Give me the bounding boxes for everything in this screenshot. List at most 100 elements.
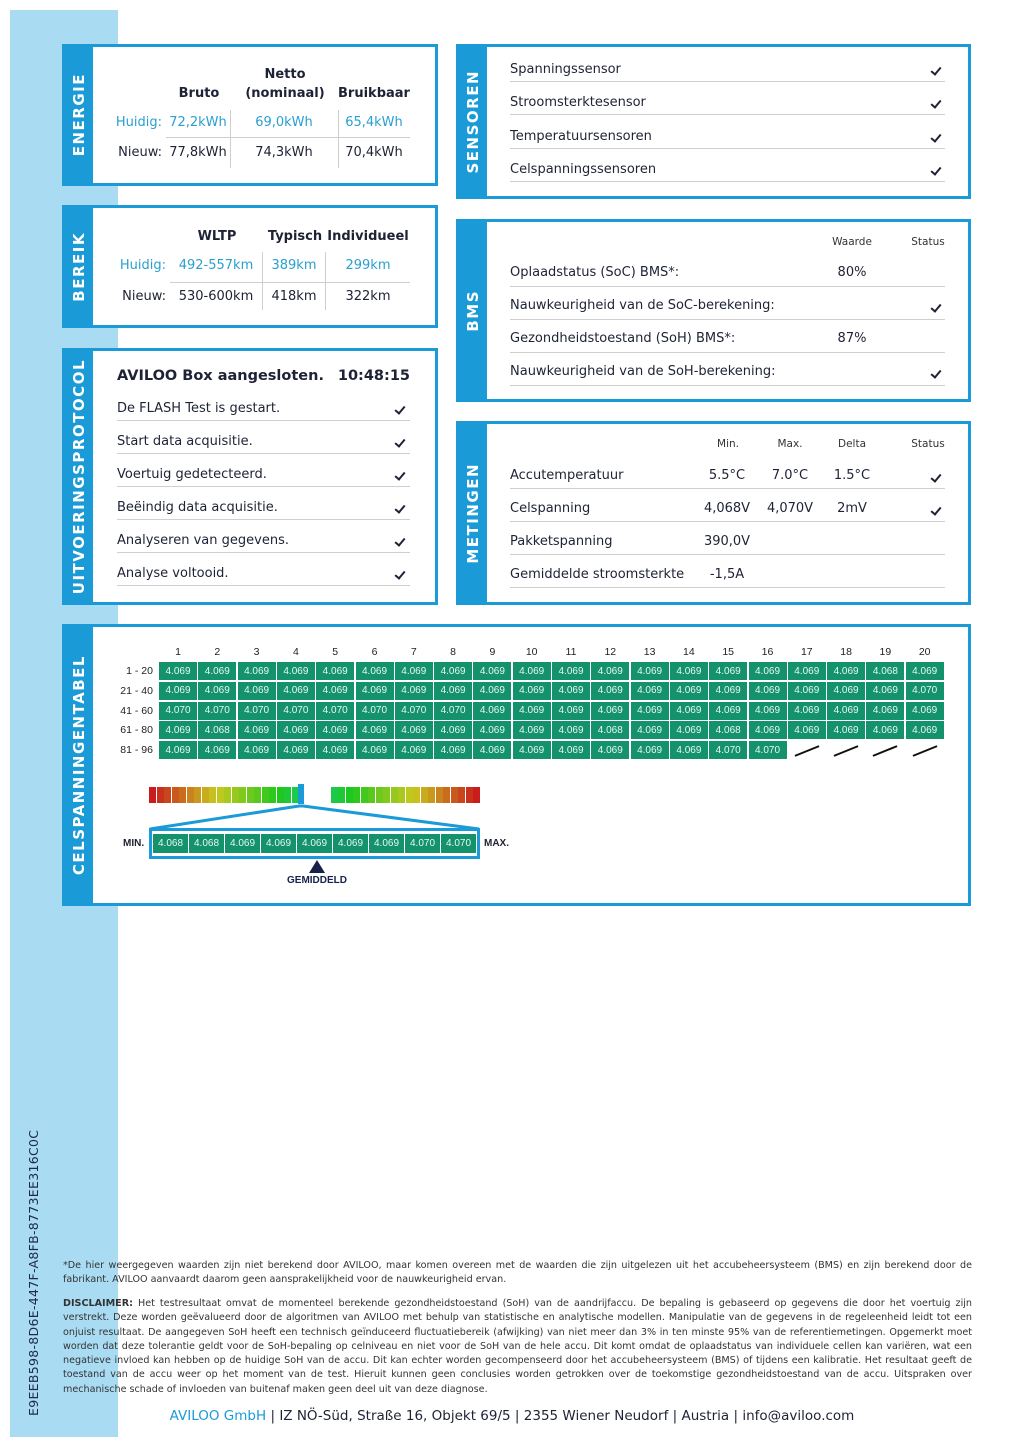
metingen-row-label: Gemiddelde stroomsterkte (510, 567, 685, 582)
footer-address: IZ NÖ-Süd, Straße 16, Objekt 69/5 (279, 1408, 511, 1424)
column-header: 11 (565, 646, 577, 658)
cell-voltage: 4.069 (591, 741, 630, 760)
sensor-label: Celspanningssensoren (510, 161, 657, 177)
sensoren-label: SENSOREN (459, 47, 487, 196)
gradient-segment (435, 787, 443, 803)
cell-voltage: 4.069 (237, 662, 276, 680)
energie-new-bruikbaar: 70,4kWh (345, 145, 403, 160)
gradient-segment (383, 787, 390, 803)
cell-voltage: 4.069 (473, 662, 512, 680)
bereik-current-wltp: 492-557km (178, 258, 254, 273)
distribution-cell: 4.070 (405, 834, 440, 853)
average-marker-icon (309, 860, 325, 873)
distribution-cell: 4.069 (225, 834, 260, 853)
separator: | (514, 1408, 520, 1424)
distribution-cell: 4.069 (297, 834, 332, 853)
gradient-segment (375, 787, 383, 803)
gradient-segment (171, 787, 179, 803)
metingen-row-label: Celspanning (510, 501, 591, 516)
cell-voltage: 4.069 (355, 721, 394, 740)
cell-voltage: 4.069 (630, 681, 669, 700)
gradient-segment (276, 787, 284, 803)
gradient-segment (473, 787, 480, 803)
cell-voltage: 4.069 (198, 741, 237, 760)
cell-voltage: 4.069 (866, 681, 905, 700)
bereik-header-typisch: Typisch (267, 229, 323, 244)
divider (338, 110, 339, 168)
cell-voltage: 4.068 (198, 721, 237, 740)
metingen-delta: 2mV (837, 501, 867, 516)
separator: | (733, 1408, 739, 1424)
protocol-time: 10:48:15 (337, 368, 410, 384)
energie-header-bruikbaar: Bruikbaar (338, 86, 410, 101)
protocol-step-label: Analyseren van gegevens. (117, 533, 289, 548)
cell-voltage: 4.069 (355, 662, 394, 680)
metingen-label: METINGEN (459, 424, 487, 602)
bereik-label: BEREIK (65, 208, 93, 325)
cell-voltage: 4.069 (552, 741, 590, 760)
cell-voltage: 4.069 (512, 701, 551, 720)
cell-voltage: 4.069 (591, 681, 630, 700)
energie-new-label: Nieuw: (118, 145, 162, 160)
column-header: 16 (761, 646, 774, 658)
energie-header-nominaal: (nominaal) (245, 86, 325, 101)
footer: AVILOO GmbH | IZ NÖ-Süd, Straße 16, Obje… (0, 1408, 1024, 1424)
cell-voltage: 4.069 (827, 721, 866, 740)
metingen-max: 4,070V (766, 501, 814, 516)
sensor-label: Temperatuursensoren (510, 128, 652, 144)
bms-row-value: 87% (837, 331, 867, 346)
disclaimer: DISCLAIMER: Het testresultaat omvat de m… (63, 1297, 972, 1397)
cell-voltage: 4.069 (434, 741, 473, 760)
disclaimer-label: DISCLAIMER: (63, 1298, 133, 1309)
cell-voltage: 4.069 (669, 741, 708, 760)
gradient-segment (291, 787, 299, 803)
cell-voltage: 4.069 (473, 741, 512, 760)
cell-voltage: 4.069 (237, 721, 276, 740)
distribution-max-label: MAX. (484, 838, 509, 849)
cell-voltage: 4.069 (630, 662, 669, 680)
average-indicator (298, 784, 304, 804)
column-header: 13 (643, 646, 656, 658)
metingen-min: 5.5°C (708, 468, 746, 483)
cell-voltage: 4.069 (237, 741, 276, 760)
cell-voltage: 4.069 (473, 701, 512, 720)
cell-voltage: 4.069 (394, 721, 433, 740)
cell-voltage: 4.070 (434, 701, 473, 720)
cell-voltage: 4.068 (866, 662, 905, 680)
gradient-segment (156, 787, 164, 803)
cell-voltage: 4.069 (512, 741, 551, 760)
cell-voltage: 4.069 (748, 681, 787, 700)
divider (230, 110, 231, 168)
bereik-header-wltp: WLTP (197, 229, 237, 244)
divider (510, 385, 945, 386)
gradient-segment (330, 787, 338, 803)
metingen-header-delta: Delta (837, 438, 867, 450)
protocol-title: AVILOO Box aangesloten. (117, 368, 324, 384)
cell-voltage: 4.069 (434, 721, 473, 740)
cell-voltage: 4.069 (355, 741, 394, 760)
divider (166, 137, 410, 138)
cell-voltage: 4.069 (866, 721, 905, 740)
cell-voltage: 4.070 (198, 701, 237, 720)
gradient-segment (201, 787, 209, 803)
distribution-cell: 4.068 (153, 834, 188, 853)
cell-voltage: 4.069 (198, 662, 237, 680)
bms-row-label: Nauwkeurigheid van de SoC-berekening: (510, 298, 775, 313)
footer-email[interactable]: info@aviloo.com (742, 1408, 855, 1424)
cell-voltage: 4.069 (669, 662, 708, 680)
cell-voltage: 4.069 (316, 721, 355, 740)
gradient-segment (231, 787, 239, 803)
gradient-segment (353, 787, 360, 803)
gradient-segment (224, 787, 231, 803)
cell-voltage: 4.069 (434, 662, 473, 680)
document-id: E9EEB598-8D6E-447F-A8FB-8773EE316C0C (26, 1129, 41, 1416)
cell-voltage: 4.070 (748, 741, 787, 760)
cell-voltage: 4.069 (827, 701, 866, 720)
gradient-segment (413, 787, 420, 803)
cell-voltage: 4.069 (630, 741, 669, 760)
distribution-cell: 4.070 (441, 834, 476, 853)
protocol-panel: UITVOERINGSPROTOCOL (62, 348, 438, 605)
cell-voltage: 4.068 (591, 721, 630, 740)
bereik-current-individueel: 299km (345, 258, 391, 273)
cell-voltage: 4.069 (512, 681, 551, 700)
